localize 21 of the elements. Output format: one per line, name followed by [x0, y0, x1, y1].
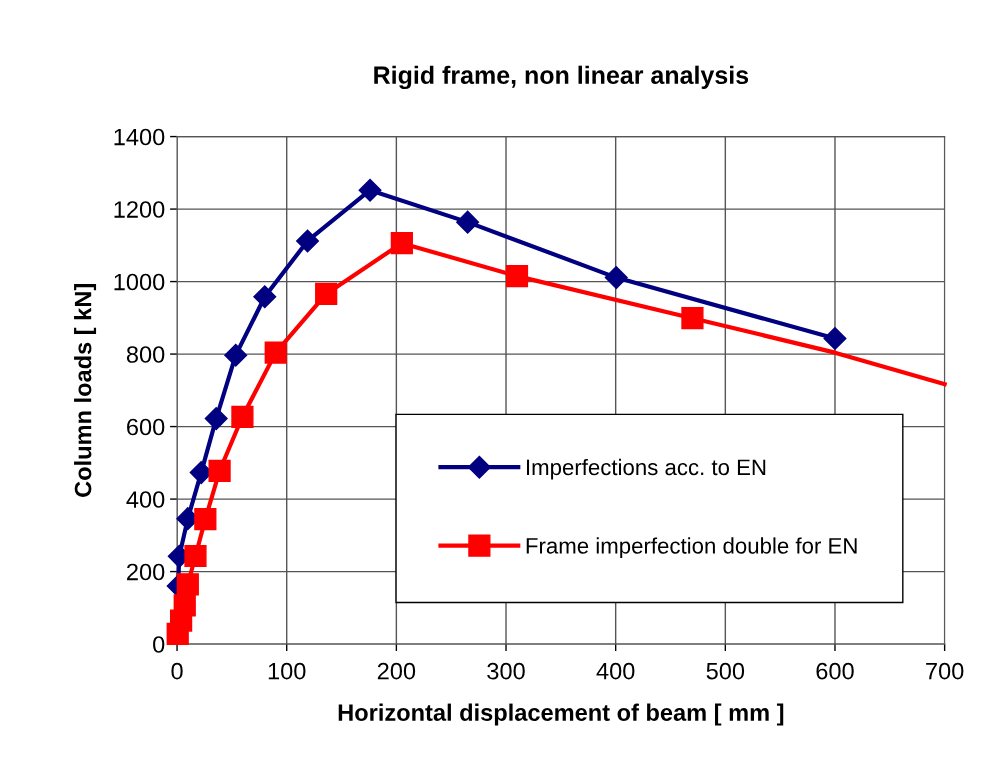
y-tick-label: 1200: [114, 201, 165, 218]
x-tick-label: 400: [596, 662, 635, 680]
y-tick-label: 200: [127, 563, 165, 581]
x-tick-label: 0: [171, 662, 183, 680]
x-tick-label: 500: [706, 662, 745, 680]
x-axis-title: Horizontal displacement of beam [ mm ]: [338, 703, 784, 726]
x-tick-label: 600: [816, 662, 854, 680]
legend-label: Frame imperfection double for EN: [526, 537, 857, 559]
y-tick-label: 800: [126, 346, 165, 363]
chart-title: Rigid frame, non linear analysis: [374, 65, 749, 90]
x-tick-label: 100: [268, 662, 306, 680]
y-tick-label: 1000: [114, 273, 165, 291]
x-tick-label: 200: [377, 662, 416, 680]
y-tick-label: 1400: [114, 128, 165, 146]
x-tick-label: 300: [487, 662, 525, 680]
y-tick-label: 400: [126, 491, 165, 508]
x-tick-label: 700: [926, 662, 964, 680]
legend-label: Imperfections acc. to EN: [526, 458, 766, 480]
y-tick-label: 0: [153, 636, 165, 653]
y-tick-label: 600: [127, 418, 165, 436]
y-axis-title: Column loads [ kN]: [74, 284, 97, 497]
